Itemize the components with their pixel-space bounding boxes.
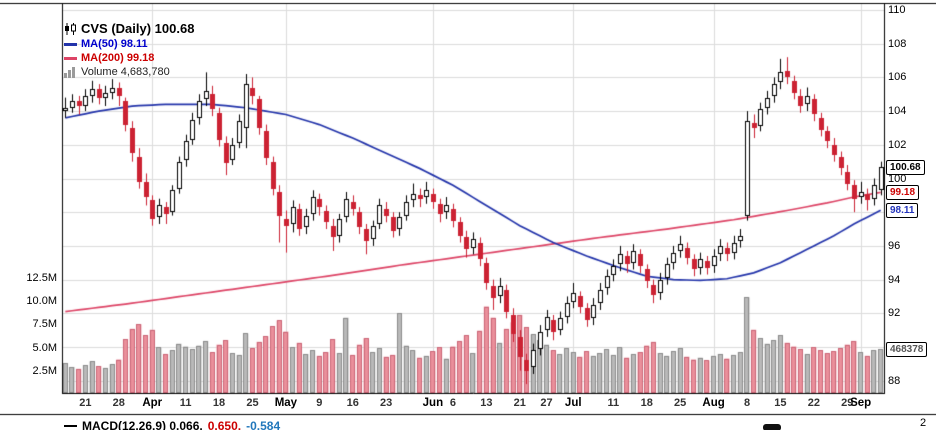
date-tick-label: 21	[513, 397, 526, 409]
ma200-label: MA(200) 99.18	[81, 52, 155, 64]
price-tick-label: 92	[888, 307, 901, 320]
price-tick-label: 104	[888, 105, 907, 118]
volume-tick-label: 10.0M	[26, 295, 57, 307]
volume-tick-label: 2.5M	[32, 364, 57, 377]
price-flag: 100.68	[886, 160, 925, 176]
candlestick-chart-icon	[65, 22, 76, 35]
date-tick-label: May	[274, 397, 298, 409]
date-tick-label: 25	[674, 397, 687, 409]
price-tick-label: 94	[888, 273, 901, 286]
macd-histogram-fragment	[763, 424, 781, 430]
legend-ma200-row: MA(200) 99.18	[64, 51, 194, 65]
price-flag: 99.18	[886, 185, 920, 201]
volume-tick-label: 12.5M	[26, 271, 57, 284]
date-tick-label: Jun	[422, 397, 444, 409]
ma200-line-swatch	[64, 56, 77, 60]
date-tick-label: 18	[640, 397, 653, 409]
date-tick-label: Sep	[850, 397, 872, 409]
date-tick-label: Aug	[702, 397, 725, 409]
macd-line-swatch	[64, 425, 77, 427]
macd-axis-label: 2	[920, 417, 927, 429]
date-tick-label: 22	[807, 397, 820, 409]
price-tick-label: 102	[888, 138, 907, 151]
date-tick-label: 11	[179, 397, 192, 409]
date-tick-label: Apr	[142, 397, 163, 409]
date-tick-label: 27	[540, 397, 553, 409]
date-tick-label: 13	[480, 397, 493, 409]
symbol-title: CVS (Daily) 100.68	[81, 21, 195, 36]
date-tick-label: 21	[79, 397, 92, 409]
price-tick-label: 108	[888, 37, 907, 50]
price-tick-label: 106	[888, 71, 907, 84]
date-tick-label: 8	[743, 397, 751, 409]
price-tick-label: 88	[888, 374, 901, 387]
volume-bars-icon	[64, 66, 75, 78]
macd-signal-value: 0.650,	[207, 419, 242, 430]
date-tick-label: 29	[841, 397, 854, 409]
date-tick-label: 28	[112, 397, 125, 409]
date-tick-label: 9	[316, 397, 323, 409]
date-tick-label: 25	[246, 397, 259, 409]
macd-histogram-value: -0.584	[246, 419, 281, 430]
price-tick-label: 100	[888, 172, 907, 185]
legend-ma50-row: MA(50) 98.11	[64, 37, 194, 51]
volume-label: Volume 4,683,780	[81, 66, 170, 78]
ma50-label: MA(50) 98.11	[81, 38, 148, 50]
volume-tick-label: 7.5M	[32, 318, 57, 331]
macd-label: MACD(12,26,9) 0.066,	[82, 419, 203, 430]
volume-flag: 468378	[886, 342, 928, 358]
price-tick-label: 110	[888, 4, 906, 16]
date-tick-label: 18	[212, 397, 226, 409]
volume-tick-label: 5.0M	[32, 341, 57, 354]
date-tick-label: 6	[449, 397, 456, 409]
ma50-line-swatch	[64, 42, 77, 46]
date-tick-label: 16	[346, 397, 359, 409]
price-flag: 98.11	[886, 203, 919, 219]
date-tick-label: 11	[607, 397, 620, 409]
price-tick-label: 96	[888, 239, 901, 252]
date-tick-label: 15	[774, 397, 787, 409]
macd-legend: MACD(12,26,9) 0.066, 0.650, -0.584	[64, 419, 280, 430]
legend-volume-row: Volume 4,683,780	[64, 65, 194, 79]
date-tick-label: 23	[379, 397, 393, 409]
date-tick-label: Jul	[564, 397, 582, 409]
legend-symbol-row: CVS (Daily) 100.68	[64, 20, 194, 37]
chart-legend: CVS (Daily) 100.68 MA(50) 98.11 MA(200) …	[64, 20, 194, 79]
